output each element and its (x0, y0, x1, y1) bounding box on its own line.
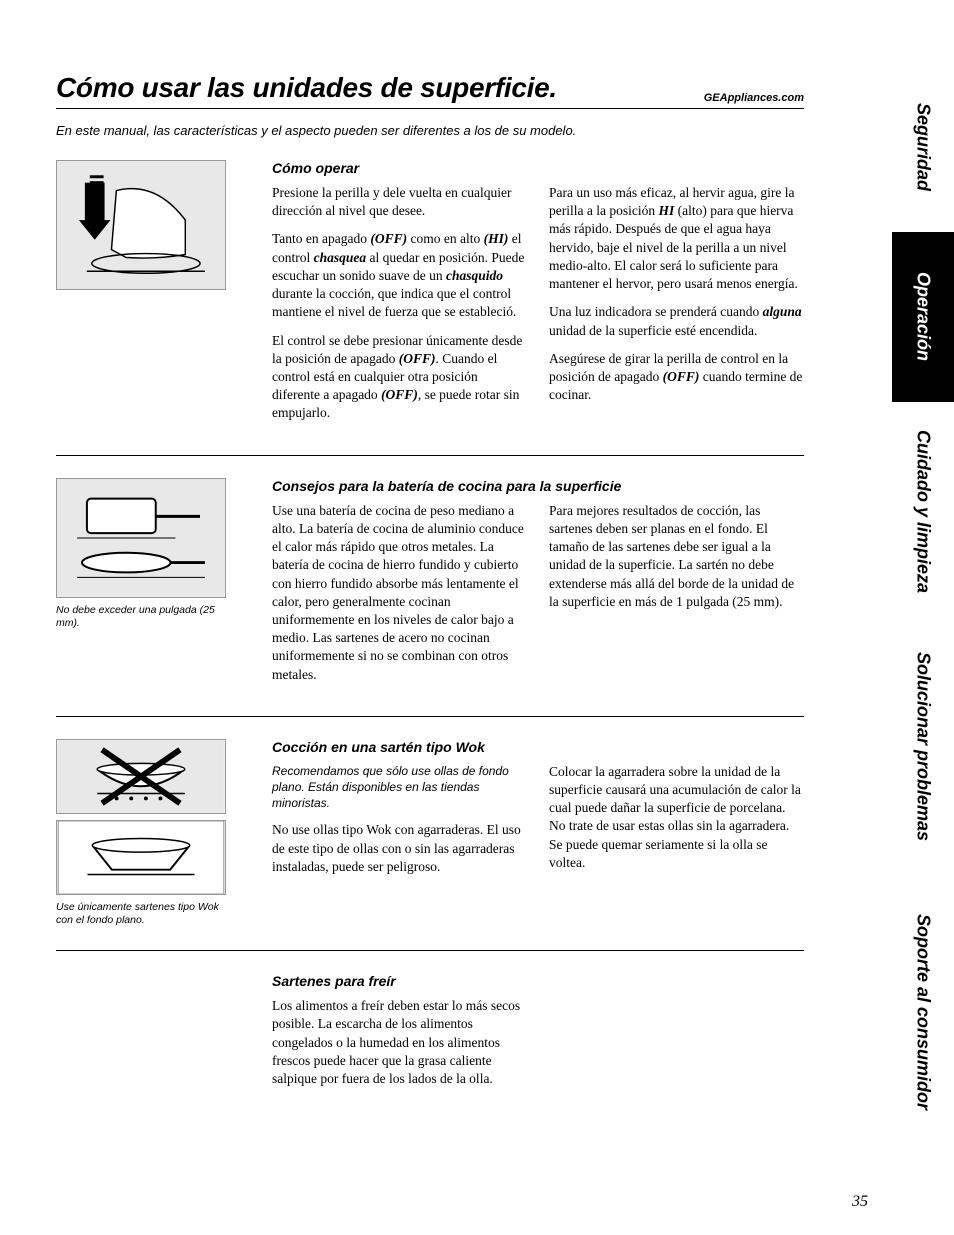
tab-problemas[interactable]: Solucionar problemas (892, 622, 954, 872)
tab-cuidado[interactable]: Cuidado y limpieza (892, 402, 954, 622)
section-como-operar: Cómo operar Presione la perilla y dele v… (56, 160, 804, 456)
page-number: 35 (852, 1193, 868, 1211)
tab-operacion[interactable]: Operación (892, 232, 954, 402)
knob-push-illustration (56, 160, 226, 290)
section-wok: Use únicamente sartenes tipo Wok con el … (56, 739, 804, 951)
col-right: Para un uso más eficaz, al hervir agua, … (549, 184, 804, 433)
intro-note: En este manual, las características y el… (56, 123, 804, 138)
cookware-illustration (56, 478, 226, 598)
section-heading: Consejos para la batería de cocina para … (272, 478, 804, 494)
brand-url: GEAppliances.com (704, 92, 804, 104)
section-consejos: No debe exceder una pulgada (25 mm). Con… (56, 478, 804, 717)
tab-seguridad[interactable]: Seguridad (892, 62, 954, 232)
page-title: Cómo usar las unidades de superficie. (56, 72, 557, 104)
section-freir: Sartenes para freír Los alimentos a freí… (56, 973, 804, 1120)
col-left: Recomendamos que sólo use ollas de fondo… (272, 763, 527, 886)
col-right: Colocar la agarradera sobre la unidad de… (549, 763, 804, 886)
tab-soporte[interactable]: Soporte al consumidor (892, 872, 954, 1152)
col-left: Use una batería de cocina de peso median… (272, 502, 527, 694)
figure-caption: Use únicamente sartenes tipo Wok con el … (56, 901, 236, 928)
col-left: Los alimentos a freír deben estar lo más… (272, 997, 527, 1098)
page-content: Cómo usar las unidades de superficie. GE… (0, 0, 860, 1150)
section-heading: Cocción en una sartén tipo Wok (272, 739, 804, 755)
col-right: Para mejores resultados de cocción, las … (549, 502, 804, 694)
section-heading: Sartenes para freír (272, 973, 804, 989)
wok-flat-illustration (56, 820, 226, 895)
figure-caption: No debe exceder una pulgada (25 mm). (56, 604, 236, 631)
wok-wrong-illustration (56, 739, 226, 814)
wok-note: Recomendamos que sólo use ollas de fondo… (272, 763, 527, 812)
page-header: Cómo usar las unidades de superficie. GE… (56, 72, 804, 109)
side-tabs: Seguridad Operación Cuidado y limpieza S… (892, 62, 954, 1222)
col-left: Presione la perilla y dele vuelta en cua… (272, 184, 527, 433)
section-heading: Cómo operar (272, 160, 804, 176)
